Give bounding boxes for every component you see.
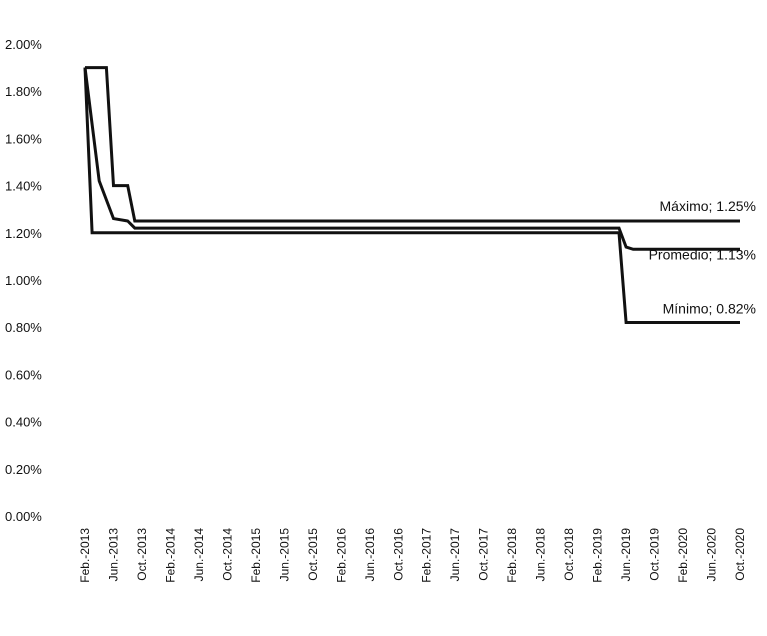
x-tick-label: Jun.-2015: [277, 528, 291, 582]
x-tick-label: Feb.-2014: [163, 528, 177, 583]
series-line-promedio: [83, 67, 740, 251]
y-tick-label: 0.00%: [5, 509, 42, 524]
x-axis: Feb.-2013 Jun.-2013 Oct.-2013 Feb.-2014 Jun.…: [78, 528, 747, 583]
x-tick-label: Jun.-2018: [534, 528, 548, 582]
data-label-maximo: Máximo; 1.25%: [660, 198, 756, 214]
x-tick-label: Feb.-2018: [505, 528, 519, 583]
x-tick-label: Jun.-2016: [363, 528, 377, 582]
x-tick-label: Oct.-2020: [733, 528, 747, 581]
x-tick-label: Feb.-2019: [591, 528, 605, 583]
series-layer: [83, 66, 740, 324]
x-tick-label: Oct.-2013: [135, 528, 149, 581]
x-tick-label: Jun.-2013: [106, 528, 120, 582]
y-tick-label: 0.40%: [5, 415, 42, 430]
y-tick-label: 1.20%: [5, 226, 42, 241]
series-line-minimo: [83, 67, 740, 324]
x-tick-label: Oct.-2019: [648, 528, 662, 581]
y-tick-label: 1.80%: [5, 84, 42, 99]
x-tick-label: Feb.-2017: [420, 528, 434, 583]
series-line-maximo: [85, 66, 740, 223]
data-label-promedio: Promedio; 1.13%: [649, 246, 756, 262]
annotation-layer: Máximo; 1.25% Promedio; 1.13% Mínimo; 0.82…: [649, 198, 756, 316]
y-tick-label: 0.80%: [5, 320, 42, 335]
x-tick-label: Feb.-2020: [676, 528, 690, 583]
y-tick-label: 0.20%: [5, 462, 42, 477]
y-tick-label: 2.00%: [5, 37, 42, 52]
y-axis: 0.00% 0.20% 0.40% 0.60% 0.80% 1.00% 1.20% 1.40%…: [5, 37, 42, 524]
x-tick-label: Oct.-2016: [391, 528, 405, 581]
x-tick-label: Oct.-2018: [562, 528, 576, 581]
x-tick-label: Jun.-2019: [619, 528, 633, 582]
y-tick-label: 0.60%: [5, 367, 42, 382]
x-tick-label: Feb.-2016: [334, 528, 348, 583]
x-tick-label: Feb.-2013: [78, 528, 92, 583]
x-tick-label: Oct.-2017: [477, 528, 491, 581]
x-tick-label: Feb.-2015: [249, 528, 263, 583]
x-tick-label: Jun.-2014: [192, 528, 206, 582]
data-label-minimo: Mínimo; 0.82%: [663, 300, 756, 316]
y-tick-label: 1.40%: [5, 179, 42, 194]
y-tick-label: 1.00%: [5, 273, 42, 288]
x-tick-label: Jun.-2017: [448, 528, 462, 582]
x-tick-label: Jun.-2020: [705, 528, 719, 582]
x-tick-label: Oct.-2015: [306, 528, 320, 581]
y-tick-label: 1.60%: [5, 131, 42, 146]
x-tick-label: Oct.-2014: [220, 528, 234, 581]
